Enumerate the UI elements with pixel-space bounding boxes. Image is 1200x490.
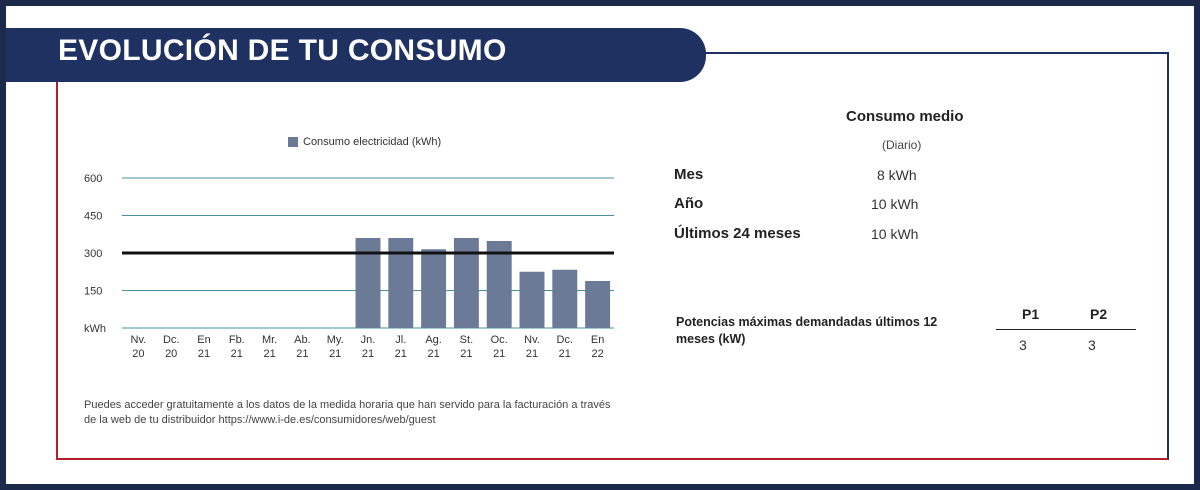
y-axis-label: kWh — [84, 323, 106, 335]
x-tick-label-year: 22 — [591, 348, 603, 360]
x-tick-label: St. — [460, 334, 473, 346]
bar — [486, 241, 512, 328]
row-value-24-meses: 10 kWh — [871, 226, 919, 242]
row-label-mes: Mes — [674, 166, 704, 183]
row-value-ano: 10 kWh — [871, 196, 919, 212]
x-tick-label-year: 21 — [231, 348, 243, 360]
row-value-mes: 8 kWh — [877, 167, 917, 183]
x-tick-label-year: 21 — [329, 348, 341, 360]
x-tick-label-year: 21 — [460, 348, 472, 360]
x-tick-label-year: 21 — [263, 348, 275, 360]
consumption-bar-chart: 150 300 450 600 kWh Nv. 20 Dc. 20 En 21 Fb. 21 Mr. 21 A… — [84, 173, 614, 360]
x-tick-label: Mr. — [262, 334, 277, 346]
potencias-label: Potencias máximas demandadas últimos 12 … — [676, 315, 938, 346]
x-tick-label-year: 21 — [296, 348, 308, 360]
x-tick-label: Oc. — [491, 334, 508, 346]
p1-header: P1 — [1022, 306, 1040, 322]
bar — [421, 249, 447, 328]
y-tick-label: 150 — [84, 286, 102, 298]
bar — [585, 281, 611, 328]
p2-value: 3 — [1088, 337, 1096, 353]
y-tick-label: 450 — [84, 211, 102, 223]
consumo-medio-title: Consumo medio — [846, 108, 964, 125]
x-tick-label-year: 21 — [395, 348, 407, 360]
x-tick-label: Nv. — [131, 334, 147, 346]
p1-value: 3 — [1019, 337, 1027, 353]
row-label-24-meses: Últimos 24 meses — [674, 225, 801, 242]
page-title: EVOLUCIÓN DE TU CONSUMO — [58, 34, 507, 67]
x-tick-label-year: 21 — [198, 348, 210, 360]
legend-label: Consumo electricidad (kWh) — [303, 136, 442, 148]
p2-header: P2 — [1090, 306, 1108, 322]
x-tick-label: En — [591, 334, 604, 346]
consumo-medio-subtitle: (Diario) — [882, 138, 922, 152]
bar — [519, 271, 545, 328]
x-tick-label: Fb. — [229, 334, 245, 346]
y-tick-label: 300 — [84, 248, 102, 260]
x-tick-label-year: 21 — [427, 348, 439, 360]
header-band — [6, 28, 706, 82]
x-tick-label-year: 20 — [132, 348, 144, 360]
x-tick-label: Ag. — [425, 334, 442, 346]
chart-legend: Consumo electricidad (kWh) — [288, 136, 441, 148]
x-tick-label: Dc. — [557, 334, 574, 346]
bar — [552, 269, 578, 328]
x-tick-label-year: 21 — [493, 348, 505, 360]
x-tick-label-year: 21 — [362, 348, 374, 360]
legend-swatch — [288, 137, 298, 147]
x-tick-label: Dc. — [163, 334, 180, 346]
x-tick-label: Jl. — [395, 334, 406, 346]
x-tick-label-year: 21 — [559, 348, 571, 360]
x-tick-label: Jn. — [361, 334, 376, 346]
x-tick-label: En — [197, 334, 210, 346]
y-tick-label: 600 — [84, 173, 102, 185]
x-tick-label-year: 21 — [526, 348, 538, 360]
row-label-ano: Año — [674, 195, 704, 212]
x-tick-label: My. — [327, 334, 344, 346]
x-tick-label-year: 20 — [165, 348, 177, 360]
potencias-divider — [996, 329, 1136, 330]
x-tick-label: Nv. — [524, 334, 540, 346]
footnote: Puedes acceder gratuitamente a los datos… — [84, 399, 611, 426]
x-tick-label: Ab. — [294, 334, 311, 346]
